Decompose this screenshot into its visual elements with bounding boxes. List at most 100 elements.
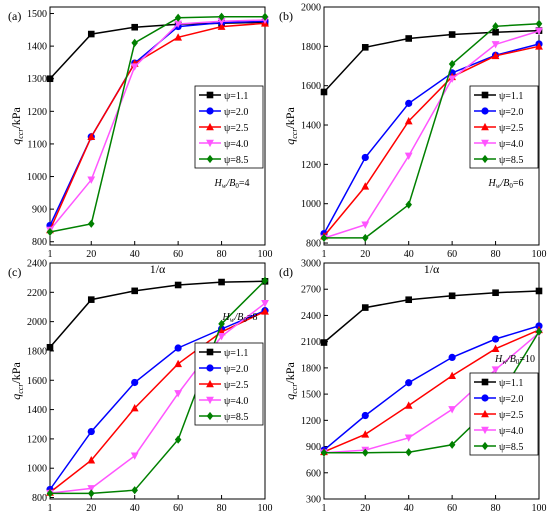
series-line — [49, 16, 265, 233]
series-line — [323, 30, 540, 239]
data-point — [261, 12, 269, 21]
data-point — [174, 13, 182, 22]
data-point — [535, 327, 543, 336]
data-point — [174, 435, 182, 444]
y-tick-label: 1200 — [27, 107, 47, 118]
legend-swatch-marker — [206, 348, 214, 356]
data-point — [46, 227, 54, 237]
x-tick-label: 20 — [360, 249, 370, 260]
x-tick-label: 40 — [404, 503, 414, 514]
data-point — [448, 440, 456, 449]
y-tick-label: 1200 — [27, 434, 47, 445]
legend-swatch-marker — [206, 91, 214, 99]
legend: ψ=1.1 ψ=2.0 ψ=2.5 ψ=4.0 ψ=8.5 — [194, 342, 264, 426]
x-tick-label: 1 — [322, 249, 327, 260]
data-point — [174, 281, 182, 289]
x-tick-label: 80 — [491, 249, 501, 260]
y-tick-label: 2200 — [27, 288, 47, 299]
data-point — [261, 276, 269, 285]
x-tick-label: 100 — [258, 249, 273, 260]
legend: ψ=1.1 ψ=2.0 ψ=2.5 ψ=4.0 ψ=8.5 — [469, 85, 539, 169]
data-point — [217, 18, 226, 26]
y-tick-label: 1800 — [301, 363, 321, 374]
data-point — [131, 38, 138, 47]
legend-label: ψ=1.1 — [224, 348, 248, 359]
data-point — [361, 153, 369, 162]
legend-label: ψ=4.0 — [224, 139, 248, 150]
y-tick-label: 2000 — [27, 317, 47, 328]
panel-annotation: Hw/B0=10 — [494, 354, 535, 366]
data-point — [217, 332, 226, 341]
legend-swatch-marker — [481, 154, 489, 164]
data-point — [491, 41, 500, 49]
legend-label: ψ=4.0 — [499, 426, 523, 437]
y-tick-label: 1600 — [27, 376, 47, 387]
y-axis-title: qccr/kPa — [283, 362, 299, 400]
data-point — [491, 335, 500, 343]
data-point — [492, 28, 499, 36]
legend-label: ψ=2.0 — [499, 107, 523, 118]
data-point — [492, 289, 499, 297]
x-tick-label: 40 — [404, 249, 414, 260]
series-line — [323, 329, 540, 453]
series-line — [323, 332, 540, 454]
legend-label: ψ=4.0 — [224, 396, 248, 407]
data-point — [405, 99, 413, 107]
legend-swatch-marker — [481, 139, 489, 148]
x-tick-label: 40 — [130, 503, 140, 514]
series-line — [323, 43, 540, 234]
panel-label: (b) — [279, 9, 293, 23]
data-point — [404, 152, 413, 160]
legend-label: ψ=2.0 — [224, 107, 248, 118]
data-point — [320, 448, 328, 457]
series-line — [323, 45, 540, 237]
data-point — [361, 44, 369, 51]
x-axis-title: 1/α — [424, 262, 440, 276]
panel-label: (a) — [8, 9, 21, 23]
legend-label: ψ=8.5 — [224, 412, 248, 423]
legend-label: ψ=2.5 — [499, 123, 523, 134]
legend-swatch-marker — [481, 91, 489, 99]
data-point — [46, 489, 54, 498]
data-point — [218, 12, 225, 21]
plot-frame — [49, 262, 266, 500]
y-tick-label: 1000 — [27, 464, 47, 475]
legend: ψ=1.1 ψ=2.0 ψ=2.5 ψ=4.0 ψ=8.5 — [194, 85, 264, 169]
data-point — [87, 176, 96, 184]
legend-label: ψ=8.5 — [499, 155, 523, 166]
series-line — [49, 22, 266, 231]
y-tick-label: 3000 — [301, 259, 321, 270]
legend-swatch-marker — [206, 107, 214, 115]
x-tick-label: 60 — [173, 249, 183, 260]
y-tick-label: 1600 — [301, 81, 321, 92]
data-point — [361, 411, 369, 420]
data-point — [491, 366, 500, 374]
series-line — [324, 22, 540, 239]
legend-label: ψ=4.0 — [499, 139, 523, 150]
data-point — [404, 116, 413, 125]
y-tick-label: 1500 — [301, 390, 321, 401]
y-tick-label: 800 — [32, 237, 47, 248]
legend-label: ψ=1.1 — [499, 91, 523, 102]
legend-swatch-marker — [206, 122, 214, 131]
x-tick-label: 100 — [258, 503, 273, 514]
legend-swatch-marker — [481, 378, 489, 386]
data-point — [448, 371, 457, 380]
legend-label: ψ=8.5 — [224, 155, 248, 166]
series-line — [323, 29, 540, 93]
data-point — [87, 219, 95, 228]
data-point — [320, 233, 328, 243]
series-line — [49, 280, 266, 348]
y-axis-title: qccr/kPa — [9, 362, 25, 400]
data-point — [87, 296, 95, 303]
legend-swatch-marker — [206, 411, 214, 421]
x-axis-title: 1/α — [150, 262, 166, 276]
chart-panel-3: 800 1000 1200 1400 1600 1800 2000 2200 2400 1 20 40… — [8, 259, 273, 522]
legend-label: ψ=2.5 — [224, 380, 248, 391]
y-tick-label: 800 — [32, 493, 47, 504]
plot-frame — [323, 262, 540, 500]
data-point — [405, 379, 413, 387]
x-tick-label: 100 — [532, 249, 547, 260]
data-point — [130, 452, 139, 460]
